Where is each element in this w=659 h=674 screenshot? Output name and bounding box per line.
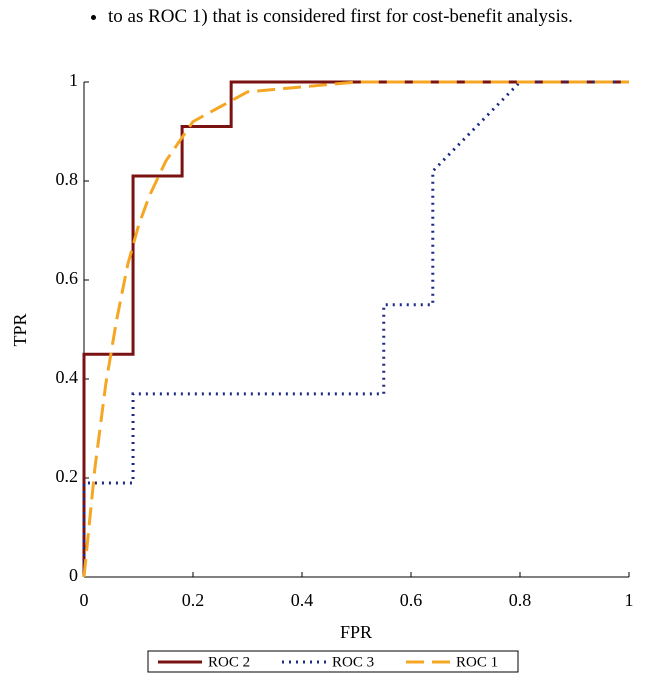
y-tick-label: 0.8 <box>56 169 79 189</box>
x-tick-label: 0.4 <box>291 590 314 610</box>
series-line <box>82 80 629 577</box>
x-tick-label: 1 <box>625 590 634 610</box>
legend-box <box>147 650 519 673</box>
x-tick-label: 0 <box>80 590 89 610</box>
x-axis-label: FPR <box>340 622 372 642</box>
legend-label: ROC 3 <box>332 654 374 670</box>
series-line <box>82 80 629 577</box>
legend-label: ROC 2 <box>208 654 250 670</box>
x-tick-label: 0.8 <box>509 590 532 610</box>
x-tick-label: 0.6 <box>400 590 423 610</box>
y-tick-label: 0.4 <box>56 367 79 387</box>
series-line <box>82 80 629 578</box>
y-tick-label: 1 <box>69 70 78 90</box>
bullet-text: to as ROC 1) that is considered first fo… <box>108 4 643 29</box>
y-axis-label: TPR <box>10 313 30 346</box>
y-tick-label: 0.2 <box>56 466 79 486</box>
y-tick-label: 0 <box>69 565 78 585</box>
paragraph: to as ROC 1) that is considered first fo… <box>28 4 643 29</box>
y-tick-label: 0.6 <box>56 268 79 288</box>
legend-label: ROC 1 <box>456 654 498 670</box>
x-tick-label: 0.2 <box>182 590 205 610</box>
